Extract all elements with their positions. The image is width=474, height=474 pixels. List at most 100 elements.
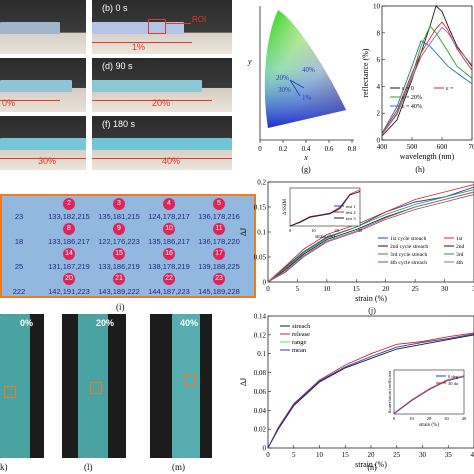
panel-label-d: (d) 90 s [102, 61, 133, 71]
pct-label-k: 0% [20, 318, 34, 328]
y-tick-label: 0.15 [254, 204, 267, 212]
x-axis-label: strain (%) [355, 294, 387, 303]
grid-cell: 18 [0, 223, 44, 253]
cie-x-tick-label: 0.6 [325, 145, 334, 153]
x-tick-label: 35 [445, 451, 453, 459]
legend-entry: ε = 20% [402, 95, 422, 101]
grid-cell: 9 122,176,223 [94, 223, 144, 253]
sample-strip [0, 138, 86, 150]
cie-x-tick-label: 0.8 [348, 145, 357, 153]
grid-cell: 4 124,178,217 [144, 198, 194, 228]
cie-trace [289, 79, 301, 97]
grid-dot: 14 [63, 248, 75, 260]
cie-trace [289, 79, 305, 89]
y-tick-label: 0.06 [254, 388, 267, 396]
cie-x-label: x [303, 153, 308, 162]
x-tick-label: 25 [412, 285, 420, 293]
y-tick-label: 0.02 [254, 426, 267, 434]
series-line [267, 332, 474, 449]
grid-rgb-value: 18 [14, 237, 24, 246]
y-tick-label: 4 [377, 83, 381, 91]
sample-strip [92, 138, 232, 150]
y-axis-label: ΔJ [239, 378, 248, 386]
x-tick-label: 30 [441, 285, 449, 293]
panel-label-f: (f) 180 s [102, 119, 136, 129]
y-tick-label: 0.1 [257, 229, 266, 237]
grid-dot: 23 [213, 273, 225, 285]
rgb-grid-panel: 23 2 133,182,215 3 135,181,215 4 124,178,217 5 1… [0, 194, 256, 298]
grid-cell: 2 133,182,215 [44, 198, 94, 228]
series-line [381, 26, 473, 135]
series-line [267, 333, 474, 449]
x-tick-label: 40 [471, 451, 474, 459]
grid-cell: 14 131,187,219 [44, 248, 94, 278]
grid-dot: 9 [113, 223, 125, 235]
grid-rgb-value: 23 [14, 212, 24, 221]
y-tick-label: 0.1 [257, 350, 266, 358]
strain-label-c: 0% [2, 98, 16, 108]
x-tick-label: 600 [437, 143, 448, 151]
legend-entry: 1st cycle streach [390, 236, 427, 242]
panel-label-m: (m) [172, 462, 185, 472]
cie-x-ticks: 0 0.2 0.4 0.6 0.8 [258, 140, 357, 153]
grid-rgb-value: 222 [12, 287, 26, 296]
inset-x-tick-label: 0 [393, 416, 396, 421]
inset-frame [393, 369, 465, 415]
photo-a [0, 0, 86, 54]
cie-x-tick-label: 0.2 [279, 145, 288, 153]
inset-series-line [393, 375, 465, 414]
strain-arrow [92, 100, 212, 101]
grid-cell: 11 136,178,220 [194, 223, 244, 253]
inset-x-tick-label: 0 [289, 228, 292, 233]
inset-x-tick-label: 40 [462, 416, 467, 421]
roi-box [4, 386, 16, 398]
grid-rgb-value: 139,188,225 [198, 262, 240, 271]
inset-x-tick-label: 10 [409, 416, 414, 421]
grid-rgb-value: 145,189,228 [198, 287, 240, 296]
x-tick-label: 500 [407, 143, 418, 151]
grid-cell: 16 138,178,219 [144, 248, 194, 278]
grid-cell: 222 [0, 273, 44, 303]
grid-cell: 23 145,189,228 [194, 273, 244, 303]
grid-cell: 22 144,187,223 [144, 273, 194, 303]
grid-rgb-value: 138,178,219 [148, 262, 190, 271]
grid-dot: 20 [63, 273, 75, 285]
grid-dot: 10 [163, 223, 175, 235]
grid-rgb-value: 136,178,220 [198, 237, 240, 246]
y-tick-label: 0 [263, 279, 267, 287]
inset-x-tick-label: 30 [444, 416, 449, 421]
cie-x-tick-label: 0 [258, 145, 262, 153]
x-tick-label: 10 [323, 285, 331, 293]
grid-rgb-value: 133,186,217 [48, 237, 90, 246]
inset-x-tick-label: 30 [358, 228, 363, 233]
inset-x-label: strain (%) [419, 423, 439, 428]
grid-dot: 15 [113, 248, 125, 260]
plot-frame [381, 5, 473, 141]
grid-dot: 22 [163, 273, 175, 285]
inset-x-tick-label: 10 [311, 228, 316, 233]
strain-arrow [0, 158, 86, 159]
photo-m: 40% [150, 314, 212, 458]
roi-arrow [166, 23, 191, 24]
x-tick-label: 25 [393, 451, 401, 459]
grid-dot: 21 [113, 273, 125, 285]
strain-arrow [92, 158, 232, 159]
legend-entry: ε = 0 [402, 86, 414, 92]
grid-cell: 8 133,186,217 [44, 223, 94, 253]
panel-label-g: (g) [301, 165, 311, 174]
spectral-locus-blue [264, 10, 346, 128]
legend-entry: 3rd cycle streach [390, 252, 428, 258]
legend-entry: 1st [456, 236, 463, 242]
y-tick-label: 0.05 [254, 254, 267, 262]
legend-entry: range [292, 339, 307, 346]
cie-annotation: 1% [302, 94, 312, 102]
cie-x-tick-label: 0.4 [302, 145, 311, 153]
grid-rgb-value: 133,182,215 [48, 212, 90, 221]
sample-strip [78, 314, 108, 458]
legend-entry: 4th [456, 260, 463, 266]
x-tick-label: 5 [292, 451, 296, 459]
grid-rgb-value: 142,191,223 [48, 287, 90, 296]
grid-rgb-value: 25 [14, 262, 24, 271]
grid-cell: 17 139,188,225 [194, 248, 244, 278]
